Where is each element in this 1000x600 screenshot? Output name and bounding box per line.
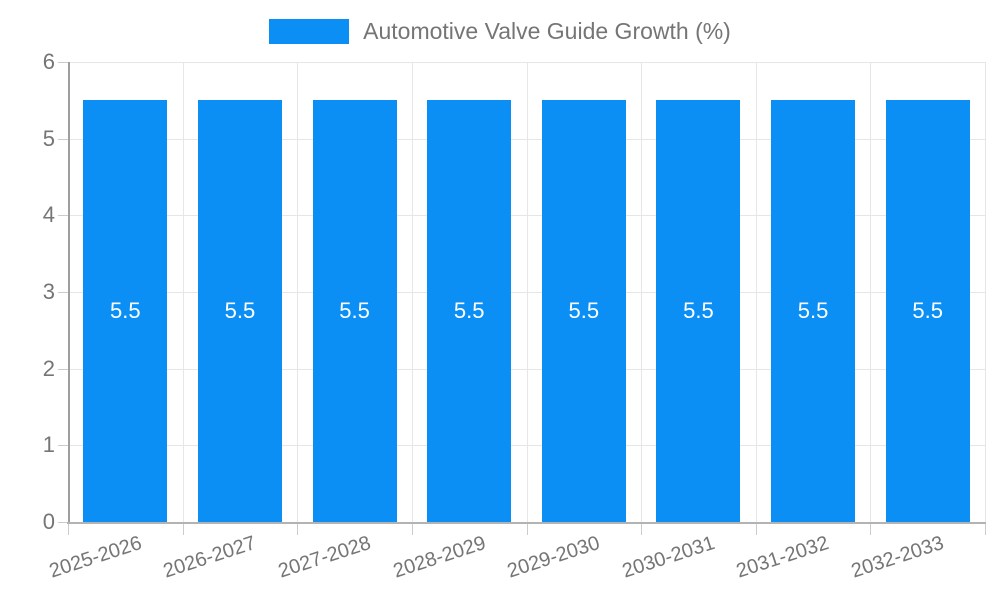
bar: 5.5 <box>885 100 970 522</box>
x-axis-tick <box>641 522 643 535</box>
bar-value-label: 5.5 <box>224 298 256 324</box>
x-axis-tick <box>985 522 986 535</box>
x-tick-label: 2031-2032 <box>734 532 832 583</box>
gridline-vertical <box>985 62 986 522</box>
legend[interactable]: Automotive Valve Guide Growth (%) <box>0 18 1000 45</box>
x-tick-label: 2032-2033 <box>848 532 947 583</box>
y-axis-tick <box>58 215 68 217</box>
x-axis-line <box>67 522 986 524</box>
bar-value-label: 5.5 <box>568 298 600 324</box>
bar-value-label: 5.5 <box>683 298 714 324</box>
y-tick-label: 2 <box>42 355 55 381</box>
y-axis-tick <box>58 62 68 63</box>
bar: 5.5 <box>312 100 397 522</box>
y-axis-tick <box>58 445 68 447</box>
plot-area: 5.5 5.5 5.5 5.5 5.5 5.5 5.5 5.5 <box>58 62 986 535</box>
gridline-vertical <box>870 62 872 522</box>
bar-value-label: 5.5 <box>453 298 485 324</box>
gridline-vertical <box>755 62 757 522</box>
legend-label: Automotive Valve Guide Growth (%) <box>363 18 731 44</box>
legend-swatch <box>269 19 350 44</box>
x-tick-label: 2025-2026 <box>46 532 145 583</box>
x-axis-tick <box>297 522 299 535</box>
x-axis-tick <box>755 522 757 535</box>
bar-value-label: 5.5 <box>110 298 141 324</box>
y-tick-label: 0 <box>42 509 55 534</box>
x-tick-label: 2029-2030 <box>504 532 603 583</box>
bar: 5.5 <box>197 100 282 522</box>
y-tick-label: 6 <box>42 49 55 74</box>
gridline-vertical <box>411 62 413 522</box>
bar: 5.5 <box>427 100 512 522</box>
y-axis-tick <box>58 368 68 370</box>
y-tick-label: 3 <box>42 279 55 304</box>
x-axis-tick <box>526 522 528 535</box>
y-tick-label: 5 <box>42 125 55 151</box>
y-axis-tick <box>58 292 68 293</box>
gridline-vertical <box>182 62 184 522</box>
y-tick-label: 1 <box>42 432 55 458</box>
gridline-vertical <box>641 62 643 522</box>
y-tick-label: 4 <box>42 202 55 228</box>
x-axis-tick <box>870 522 872 535</box>
gridline-vertical <box>526 62 528 522</box>
gridline-vertical <box>297 62 299 522</box>
x-tick-label: 2027-2028 <box>275 532 374 583</box>
bar: 5.5 <box>656 100 741 522</box>
bar: 5.5 <box>541 100 626 522</box>
bar-value-label: 5.5 <box>912 298 943 324</box>
bar: 5.5 <box>83 100 168 522</box>
x-tick-label: 2030-2031 <box>619 532 718 583</box>
x-tick-label: 2026-2027 <box>160 532 259 583</box>
x-axis-tick <box>68 522 69 535</box>
y-axis-tick <box>58 138 68 140</box>
y-axis-tick <box>58 522 68 523</box>
bar-value-label: 5.5 <box>797 298 829 324</box>
x-axis-tick <box>182 522 184 535</box>
x-axis-tick <box>411 522 413 535</box>
bar-value-label: 5.5 <box>339 298 370 324</box>
bar: 5.5 <box>771 100 856 522</box>
y-axis-line <box>68 62 70 522</box>
x-tick-label: 2028-2029 <box>390 532 488 583</box>
